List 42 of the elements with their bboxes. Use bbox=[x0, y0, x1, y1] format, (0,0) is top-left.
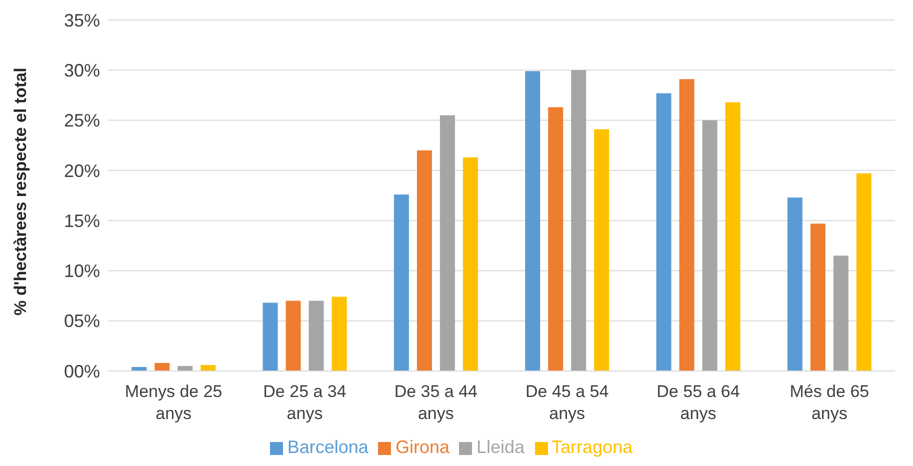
x-tick-label: De 45 a 54 anys bbox=[525, 382, 609, 423]
bar bbox=[200, 364, 216, 371]
y-tick-label: 15% bbox=[64, 210, 100, 231]
bar bbox=[833, 256, 848, 371]
bar bbox=[178, 366, 193, 371]
x-tick-label: De 55 a 64 anys bbox=[656, 382, 740, 423]
bar bbox=[679, 79, 694, 371]
legend-label: Tarragona bbox=[552, 437, 633, 457]
bar bbox=[394, 194, 409, 371]
bar bbox=[332, 296, 347, 371]
bar bbox=[810, 224, 826, 371]
y-tick-label: 20% bbox=[64, 160, 100, 181]
bar bbox=[462, 157, 478, 371]
y-axis-title: % d'hectàrees respecte el total bbox=[11, 68, 30, 316]
legend-label: Barcelona bbox=[287, 437, 368, 457]
y-tick-label: 25% bbox=[64, 110, 100, 131]
bar bbox=[787, 198, 802, 371]
x-tick-label: Més de 65 anys bbox=[790, 382, 870, 423]
legend-label: Lleida bbox=[476, 437, 525, 457]
bar bbox=[154, 362, 170, 371]
y-tick-label: 00% bbox=[64, 361, 100, 382]
y-tick-label: 35% bbox=[64, 10, 100, 30]
bar bbox=[702, 120, 718, 371]
bar bbox=[286, 300, 301, 371]
x-tick-label: Menys de 25 anys bbox=[124, 382, 222, 423]
bar bbox=[262, 302, 278, 371]
x-tick-label: De 25 a 34 anys bbox=[263, 382, 346, 423]
bar bbox=[416, 150, 432, 371]
y-tick-label: 30% bbox=[64, 60, 100, 81]
y-tick-label: 10% bbox=[64, 261, 100, 282]
bar bbox=[525, 71, 540, 371]
bar bbox=[594, 129, 610, 371]
legend-label: Girona bbox=[395, 437, 450, 457]
bar bbox=[856, 173, 872, 371]
bar bbox=[440, 115, 455, 371]
y-tick-label: 05% bbox=[64, 311, 100, 332]
bar bbox=[548, 107, 564, 371]
x-tick-label: De 35 a 44 anys bbox=[394, 382, 478, 423]
bar bbox=[308, 300, 324, 371]
bar bbox=[656, 93, 672, 371]
bar bbox=[571, 70, 586, 371]
bar bbox=[725, 102, 740, 371]
